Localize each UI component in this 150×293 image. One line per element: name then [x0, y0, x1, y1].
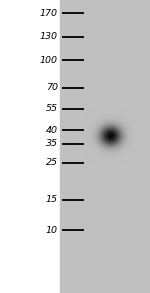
Text: 70: 70 — [46, 84, 58, 92]
Text: 130: 130 — [40, 32, 58, 41]
Text: 25: 25 — [46, 158, 58, 167]
Text: 170: 170 — [40, 9, 58, 18]
Text: 100: 100 — [40, 56, 58, 64]
Bar — [60, 0, 150, 293]
Text: 35: 35 — [46, 139, 58, 148]
Text: 10: 10 — [46, 226, 58, 234]
Text: 55: 55 — [46, 105, 58, 113]
Text: 40: 40 — [46, 126, 58, 135]
Bar — [0, 0, 60, 293]
Text: 15: 15 — [46, 195, 58, 204]
